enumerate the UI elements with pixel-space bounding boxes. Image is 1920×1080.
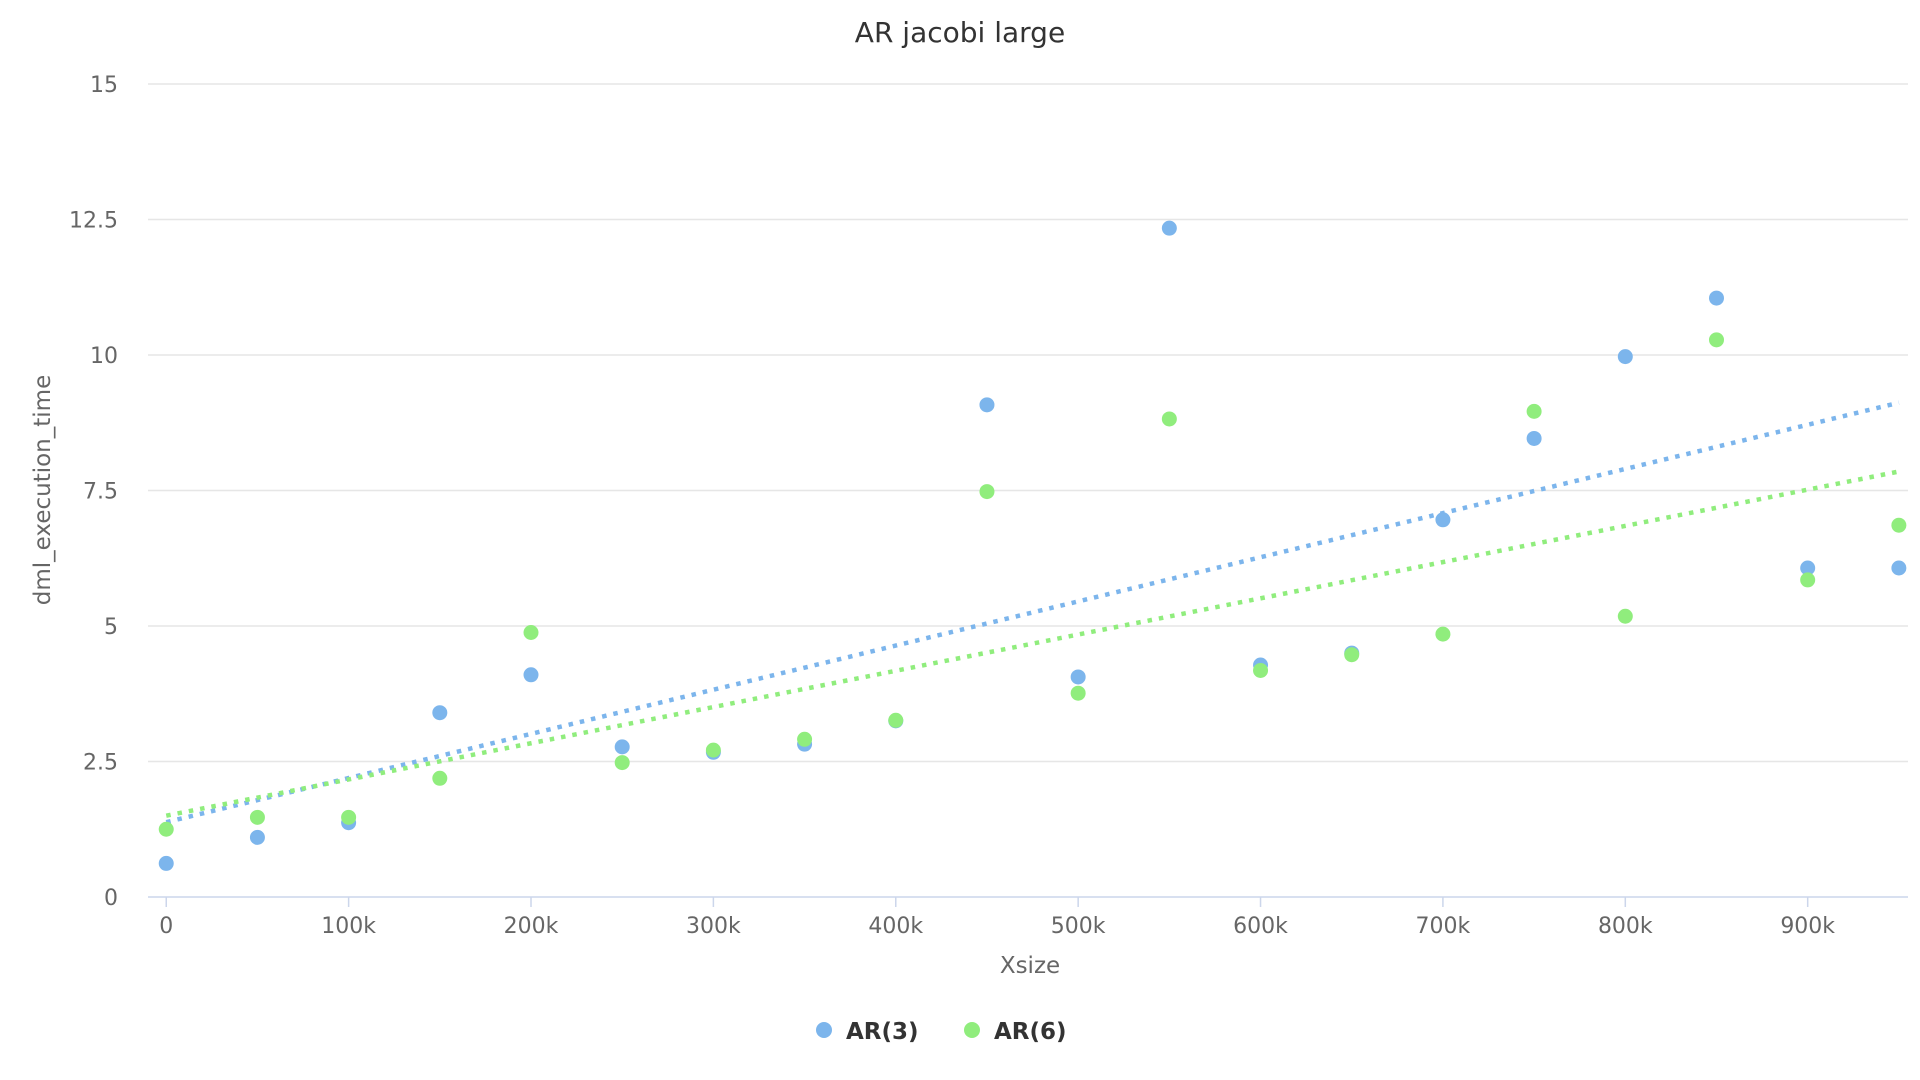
point-ar6 (1161, 411, 1177, 427)
point-ar3 (1708, 290, 1724, 306)
y-axis-title: dml_execution_time (30, 375, 56, 605)
point-ar3 (1800, 560, 1816, 576)
point-ar6 (1800, 572, 1816, 588)
point-ar6 (432, 770, 448, 786)
x-tick-label: 300k (686, 914, 741, 939)
point-ar6 (888, 712, 904, 728)
x-tick-label: 700k (1416, 914, 1471, 939)
y-tick-label: 7.5 (83, 480, 118, 505)
point-ar6 (1526, 403, 1542, 419)
x-tick-label: 600k (1233, 914, 1288, 939)
x-tick-label: 800k (1598, 914, 1653, 939)
point-ar3 (979, 397, 995, 413)
point-ar3 (1435, 512, 1451, 528)
point-ar6 (1344, 647, 1360, 663)
data-points (158, 220, 1907, 871)
point-ar6 (1617, 608, 1633, 624)
point-ar6 (1070, 685, 1086, 701)
point-ar3 (523, 667, 539, 683)
point-ar6 (1708, 332, 1724, 348)
y-tick-label: 12.5 (69, 209, 118, 234)
point-ar6 (158, 821, 174, 837)
trendline-ar3 (165, 400, 1900, 825)
point-ar6 (249, 809, 265, 825)
point-ar3 (1891, 560, 1907, 576)
legend-label: AR(3) (846, 1019, 919, 1045)
grid (148, 83, 1908, 763)
point-ar3 (432, 705, 448, 721)
point-ar3 (1526, 430, 1542, 446)
y-tick-label: 15 (90, 73, 118, 98)
legend-item: AR(6) (964, 1019, 1067, 1045)
x-tick-label: 100k (321, 914, 376, 939)
x-axis-title: Xsize (1000, 953, 1060, 979)
legend-item: AR(3) (816, 1019, 919, 1045)
legend-marker (964, 1022, 980, 1038)
x-tick-label: 500k (1051, 914, 1106, 939)
point-ar6 (1891, 517, 1907, 533)
point-ar6 (1435, 626, 1451, 642)
y-tick-label: 2.5 (83, 751, 118, 776)
point-ar6 (979, 484, 995, 500)
x-tick-label: 200k (504, 914, 559, 939)
chart-title: AR jacobi large (855, 16, 1065, 49)
point-ar3 (1070, 669, 1086, 685)
point-ar6 (797, 731, 813, 747)
y-tick-label: 10 (90, 344, 118, 369)
x-tick-label: 400k (868, 914, 923, 939)
point-ar3 (1161, 220, 1177, 236)
y-tick-label: 0 (104, 886, 118, 911)
x-tick-label: 0 (159, 914, 173, 939)
legend-marker (816, 1022, 832, 1038)
axes: 0 2.5 5 7.5 10 12.5 15 0 100k 200k 300k 400k 500k 600… (69, 73, 1908, 939)
legend: AR(3) AR(6) (816, 1019, 1067, 1045)
trendlines (165, 400, 1900, 825)
legend-label: AR(6) (994, 1019, 1067, 1045)
trendline-ar6 (165, 469, 1900, 818)
point-ar3 (158, 855, 174, 871)
point-ar6 (1253, 662, 1269, 678)
point-ar3 (1617, 349, 1633, 365)
point-ar3 (249, 829, 265, 845)
point-ar3 (614, 739, 630, 755)
x-tick-label: 900k (1780, 914, 1835, 939)
point-ar6 (705, 742, 721, 758)
y-tick-label: 5 (104, 615, 118, 640)
point-ar6 (341, 809, 357, 825)
point-ar6 (523, 625, 539, 641)
point-ar6 (614, 755, 630, 771)
